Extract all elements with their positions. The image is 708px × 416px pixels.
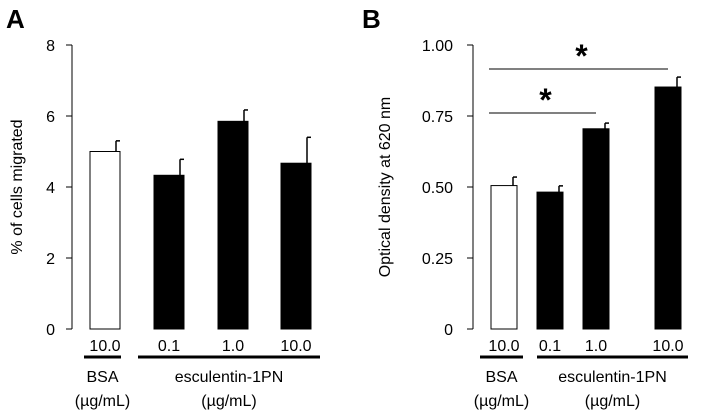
group-unit-bsa: (µg/mL) (75, 393, 130, 410)
bar (536, 191, 564, 330)
category-label: 10.0 (652, 338, 683, 355)
group-unit-bsa: (µg/mL) (474, 393, 529, 410)
category-label: 10.0 (280, 338, 311, 355)
category-label: 0.1 (539, 338, 561, 355)
group-name-bsa: BSA (86, 369, 118, 386)
group-name-esculentin: esculentin-1PN (558, 369, 667, 386)
significance-star: * (575, 38, 588, 74)
y-tick-label: 0.50 (422, 180, 453, 197)
y-tick-label: 6 (46, 109, 55, 126)
group-unit-esculentin: (µg/mL) (201, 393, 256, 410)
bar (89, 151, 121, 330)
y-tick-label: 1.00 (422, 38, 453, 55)
bar (582, 128, 610, 330)
y-tick-label: 0 (444, 322, 453, 339)
panel-letter: B (362, 4, 381, 34)
bar (153, 174, 185, 330)
y-axis-label: % of cells migrated (9, 119, 26, 254)
group-name-bsa: BSA (485, 369, 517, 386)
bar (217, 120, 249, 330)
category-label: 1.0 (222, 338, 244, 355)
group-name-esculentin: esculentin-1PN (175, 369, 284, 386)
bar (280, 162, 312, 330)
category-label: 10.0 (89, 338, 120, 355)
y-tick-label: 0.25 (422, 251, 453, 268)
category-label: 1.0 (585, 338, 607, 355)
y-tick-label: 2 (46, 251, 55, 268)
y-tick-label: 0.75 (422, 109, 453, 126)
significance-star: * (539, 82, 552, 118)
panel-letter: A (6, 4, 25, 34)
y-tick-label: 4 (46, 180, 55, 197)
bar (654, 86, 682, 330)
y-axis-label: Optical density at 620 nm (377, 97, 394, 278)
bar (490, 185, 518, 330)
panel-a: A % of cells migrated 0 2 4 6 8 10.0 0.1 1.0 10.0 B… (6, 4, 320, 410)
y-tick-label: 8 (46, 38, 55, 55)
category-label: 10.0 (488, 338, 519, 355)
category-label: 0.1 (158, 338, 180, 355)
y-tick-label: 0 (46, 322, 55, 339)
group-unit-esculentin: (µg/mL) (585, 393, 640, 410)
panel-b: B Optical density at 620 nm 0 0.25 0.50 0.75 1… (362, 4, 688, 410)
